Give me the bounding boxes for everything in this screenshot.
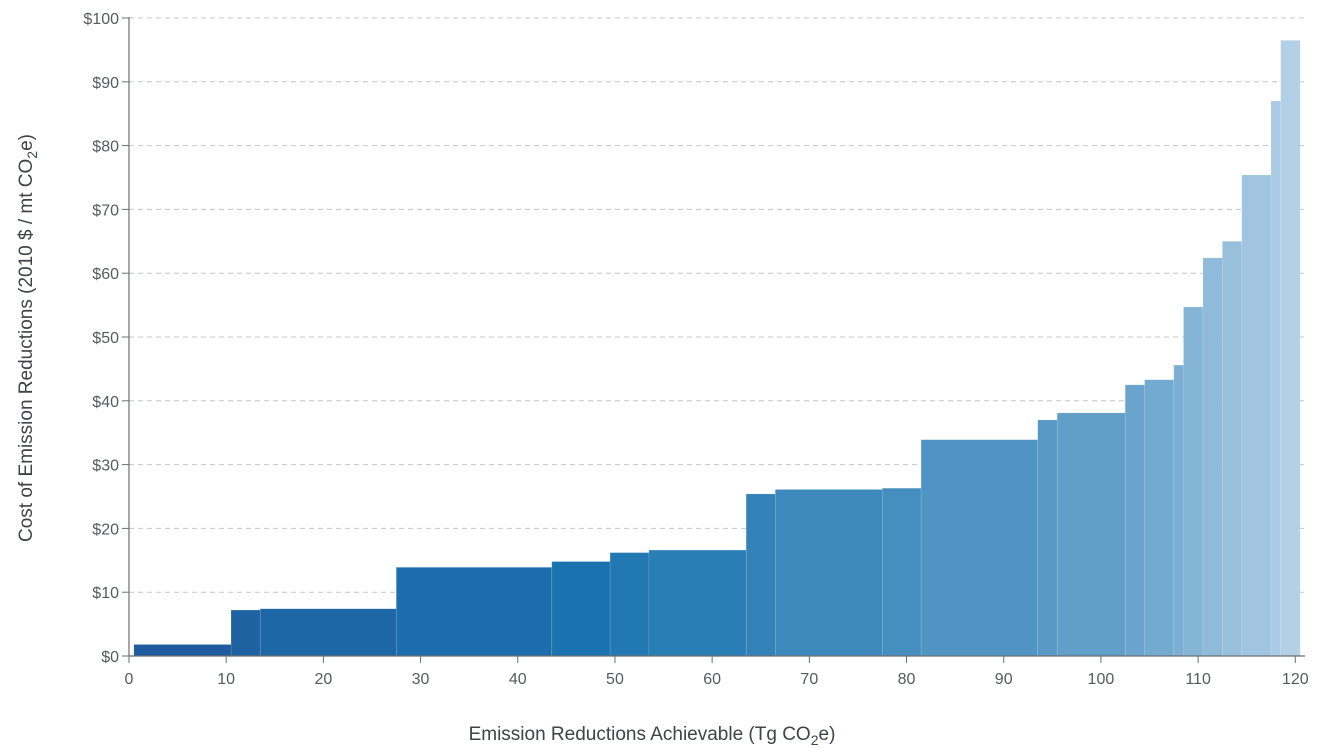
step-bar-20 (1241, 174, 1272, 657)
y-tick-label-50: $50 (92, 330, 119, 347)
x-axis-title: Emission Reductions Achievable (Tg CO2e) (469, 724, 836, 748)
x-tick-label-40: 40 (509, 671, 527, 688)
step-bar-4 (395, 567, 553, 657)
x-tick-label-60: 60 (703, 671, 721, 688)
x-tick-label-110: 110 (1185, 671, 1211, 688)
step-bar-3 (259, 608, 397, 657)
step-bar-9 (775, 489, 883, 657)
step-bar-12 (1037, 419, 1058, 657)
x-tick-label-50: 50 (606, 671, 624, 688)
step-bar-22 (1280, 40, 1301, 657)
x-tick-label-90: 90 (995, 671, 1013, 688)
y-tick-label-80: $80 (92, 139, 119, 156)
x-tick-label-120: 120 (1282, 671, 1309, 688)
x-tick-label-30: 30 (412, 671, 430, 688)
y-tick-label-70: $70 (92, 202, 119, 219)
y-tick-label-40: $40 (92, 394, 119, 411)
step-bar-15 (1144, 379, 1175, 657)
step-bar-14 (1124, 384, 1145, 657)
y-tick-label-20: $20 (92, 521, 119, 538)
y-tick-label-10: $10 (92, 585, 119, 602)
step-bar-21 (1270, 100, 1282, 657)
x-tick-label-20: 20 (314, 671, 332, 688)
ticks-layer: $0 $10 $20 $30 $40 $50 $60 $70 $80 $90 $100 0 10 20 30… (83, 11, 1308, 688)
step-bar-18 (1202, 257, 1223, 657)
step-bar-11 (920, 439, 1039, 657)
y-tick-label-60: $60 (92, 266, 119, 283)
step-bar-19 (1222, 241, 1243, 657)
y-tick-label-100: $100 (83, 11, 119, 28)
step-bar-1 (133, 644, 232, 657)
x-tick-label-10: 10 (217, 671, 235, 688)
x-tick-label-80: 80 (898, 671, 916, 688)
step-bar-8 (745, 493, 776, 657)
step-bar-2 (230, 609, 261, 657)
y-axis-title: Cost of Emission Reductions (2010 $ / mt… (16, 134, 40, 542)
step-bar-5 (551, 561, 611, 657)
bars-layer (133, 40, 1301, 657)
x-tick-label-100: 100 (1088, 671, 1115, 688)
step-bar-17 (1183, 306, 1204, 657)
y-tick-label-90: $90 (92, 75, 119, 92)
x-tick-label-70: 70 (800, 671, 818, 688)
y-tick-label-0: $0 (101, 649, 119, 666)
step-bar-6 (609, 552, 650, 657)
y-tick-label-30: $30 (92, 458, 119, 475)
step-bar-7 (648, 549, 747, 657)
step-bar-10 (881, 487, 922, 657)
step-bar-16 (1173, 364, 1184, 657)
step-bar-13 (1056, 412, 1126, 657)
x-tick-label-0: 0 (125, 671, 134, 688)
